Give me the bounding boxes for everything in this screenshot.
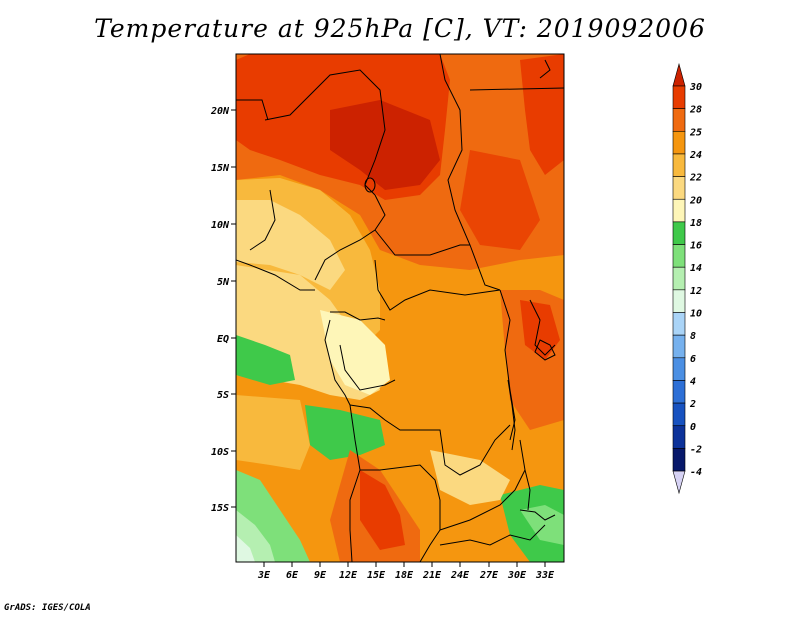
lon-label: 18E [395, 570, 414, 581]
lat-label: 5N [217, 277, 230, 288]
latitude-axis: 20N 15N 10N 5N EQ 5S 10S 15S [210, 106, 236, 514]
colorbar-label: 6 [690, 354, 696, 365]
colorbar-swatch [672, 312, 686, 336]
colorbar-label: 10 [690, 309, 702, 320]
lon-label: 21E [422, 570, 442, 581]
lat-label: EQ [217, 334, 229, 345]
colorbar-swatch [672, 334, 686, 359]
lon-label: 6E [286, 570, 299, 581]
lat-label: 10S [211, 447, 229, 458]
colorbar-swatch [672, 380, 686, 404]
colorbar-swatch [672, 85, 686, 109]
lat-label: 15S [211, 503, 229, 514]
lon-label: 33E [535, 570, 555, 581]
colorbar-label: 30 [689, 82, 702, 93]
lat-label: 10N [211, 220, 230, 231]
colorbar-swatch [672, 448, 686, 472]
lon-label: 30E [507, 570, 527, 581]
lat-label: 5S [217, 390, 229, 401]
lat-label: 15N [211, 163, 230, 174]
lon-label: 12E [339, 570, 358, 581]
colorbar-label: -4 [690, 467, 702, 478]
colorbar-label: 22 [689, 173, 702, 184]
temperature-field [236, 54, 564, 562]
lon-label: 27E [479, 570, 499, 581]
colorbar-label: 28 [689, 105, 702, 116]
lake-tanganyika [507, 379, 516, 451]
map-title: Temperature at 925hPa [C], VT: 201909200… [94, 14, 706, 43]
colorbar-label: 2 [689, 399, 696, 410]
colorbar-swatch [672, 221, 686, 245]
lake-malawi [524, 469, 531, 511]
lon-label: 24E [450, 570, 470, 581]
lake-victoria [534, 339, 556, 361]
colorbar-label: 20 [689, 195, 702, 206]
colorbar-swatch [672, 131, 686, 155]
longitude-axis: 3E 6E 9E 12E 15E 18E 21E 24E 27E 30E 33E [257, 562, 555, 581]
colorbar-label: 24 [689, 150, 702, 161]
colorbar-label: 25 [689, 127, 702, 138]
lon-label: 15E [367, 570, 386, 581]
lat-label: 20N [210, 106, 230, 117]
colorbar-swatch [672, 198, 686, 223]
lon-label: 9E [314, 570, 327, 581]
colorbar-label: 12 [690, 286, 702, 297]
colorbar-swatch [672, 289, 686, 313]
political-borders [236, 54, 564, 562]
colorbar-swatch [672, 470, 686, 495]
lakes [364, 177, 556, 511]
colorbar-label: 0 [690, 422, 696, 433]
colorbar-swatch [672, 266, 686, 291]
colorbar-label: 18 [690, 218, 702, 229]
grads-credit: GrADS: IGES/COLA [4, 603, 91, 613]
colorbar-swatch [672, 244, 686, 268]
colorbar-swatch [672, 153, 686, 177]
colorbar-swatch [672, 425, 686, 449]
colorbar-swatch [672, 62, 686, 87]
colorbar-label: 8 [690, 331, 696, 342]
colorbar-swatch [672, 357, 686, 381]
colorbar-label: 14 [690, 263, 702, 274]
colorbar-swatch [672, 108, 686, 132]
colorbar-label: 16 [690, 241, 702, 252]
colorbar-swatch [672, 402, 686, 427]
colorbar-label: -2 [690, 444, 702, 455]
colorbar-label: 4 [690, 376, 696, 387]
map-frame [235, 53, 565, 563]
lon-label: 3E [257, 570, 271, 581]
lake-chad [364, 177, 376, 193]
colorbar-swatch [672, 176, 686, 200]
